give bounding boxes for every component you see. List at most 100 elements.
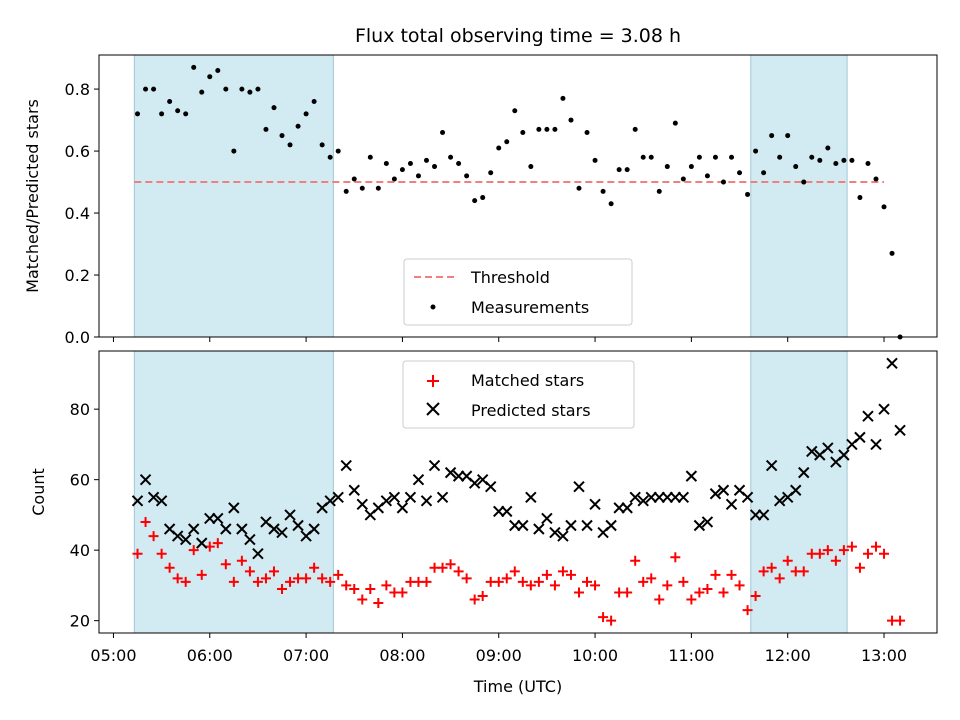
matched-stars-point (838, 545, 849, 556)
measurement-point (680, 176, 686, 182)
predicted-stars-point (171, 530, 184, 542)
matched-stars-point (565, 569, 576, 580)
predicted-stars-point (798, 466, 810, 479)
predicted-stars-point (220, 523, 232, 535)
measurement-point (600, 188, 606, 194)
legend-threshold-label: Threshold (470, 268, 550, 287)
measurement-point (215, 67, 221, 73)
predicted-stars-point (147, 491, 160, 503)
matched-stars-point (557, 566, 568, 577)
measurement-point (263, 126, 269, 132)
measurement-point (287, 142, 293, 148)
y-tick-label: 0.8 (65, 80, 90, 99)
shaded-interval-1 (750, 350, 848, 634)
matched-stars-point (766, 562, 777, 573)
matched-stars-point (726, 569, 737, 580)
measurement-point (239, 86, 245, 92)
predicted-stars-point (292, 519, 304, 532)
measurement-point (504, 139, 510, 145)
predicted-stars-point (573, 481, 585, 493)
measurement-point (552, 126, 558, 132)
predicted-stars-point (838, 449, 850, 461)
predicted-stars-point (886, 357, 898, 370)
matched-stars-point (437, 562, 448, 573)
predicted-stars-point (196, 537, 208, 549)
matched-stars-point (782, 555, 793, 566)
measurement-point (544, 126, 550, 132)
matched-stars-point (734, 580, 745, 591)
measurement-point (311, 98, 317, 104)
matched-stars-point (662, 580, 673, 591)
ratio-y-axis-label: Matched/Predicted stars (23, 99, 42, 293)
predicted-stars-point (765, 459, 778, 472)
measurement-point (817, 157, 823, 163)
matched-stars-point (156, 548, 167, 559)
legend-measurements-label: Measurements (471, 298, 589, 317)
measurement-point (399, 167, 405, 173)
matched-stars-point (357, 594, 368, 605)
measurement-point (881, 204, 887, 210)
matched-stars-point (525, 580, 536, 591)
matched-stars-point (148, 531, 159, 542)
measurement-point (785, 133, 791, 139)
matched-stars-point (670, 552, 681, 563)
matched-stars-point (678, 576, 689, 587)
measurement-point (520, 129, 526, 135)
measurement-point (183, 111, 189, 117)
legend-matched-label: Matched stars (471, 371, 584, 390)
x-axis-label: Time (UTC) (473, 677, 562, 696)
shaded-interval-1 (750, 54, 848, 338)
predicted-stars-point (396, 502, 409, 514)
matched-stars-point (638, 576, 649, 587)
matched-stars-point (598, 612, 609, 623)
predicted-stars-point (806, 445, 818, 458)
measurement-point (672, 120, 678, 126)
measurement-point (472, 198, 478, 204)
measurement-point (480, 195, 486, 201)
predicted-stars-point (131, 495, 144, 507)
matched-stars-point (895, 615, 906, 626)
measurement-point (656, 188, 662, 194)
measurement-point (135, 111, 141, 117)
matched-stars-point (381, 580, 392, 591)
measurement-point (343, 188, 349, 194)
matched-stars-point (501, 573, 512, 584)
measurement-point (199, 89, 205, 95)
matched-stars-point (277, 583, 288, 594)
measurement-point (576, 185, 582, 191)
matched-stars-point (373, 598, 384, 609)
matched-stars-point (172, 573, 183, 584)
matched-stars-point (630, 555, 641, 566)
predicted-stars-point (404, 491, 417, 503)
predicted-stars-point (155, 495, 168, 507)
matched-stars-point (582, 576, 593, 587)
measurement-point (720, 179, 726, 185)
predicted-stars-point (308, 523, 320, 535)
matched-stars-point (646, 573, 657, 584)
matched-stars-point (477, 590, 488, 601)
matched-stars-point (309, 562, 320, 573)
matched-stars-point (574, 587, 585, 598)
matched-stars-point (180, 576, 191, 587)
measurement-point (528, 164, 534, 170)
predicted-stars-point (589, 498, 601, 511)
matched-stars-point (814, 548, 825, 559)
predicted-stars-point (878, 403, 890, 415)
measurement-point (351, 176, 357, 182)
measurement-point (769, 133, 775, 139)
matched-stars-point (341, 580, 352, 591)
predicted-stars-point (228, 502, 240, 514)
predicted-stars-point (380, 495, 393, 507)
predicted-stars-point (188, 523, 200, 535)
predicted-stars-point (677, 491, 690, 503)
x-tick-label: 12:00 (765, 646, 811, 665)
predicted-stars-point (252, 547, 264, 560)
measurement-point (849, 157, 855, 163)
matched-stars-point (541, 569, 552, 580)
matched-stars-point (702, 583, 713, 594)
x-tick-label: 13:00 (861, 646, 907, 665)
measurement-point (375, 185, 381, 191)
measurement-point (255, 86, 261, 92)
measurement-point (608, 201, 614, 207)
predicted-stars-point (348, 484, 360, 496)
